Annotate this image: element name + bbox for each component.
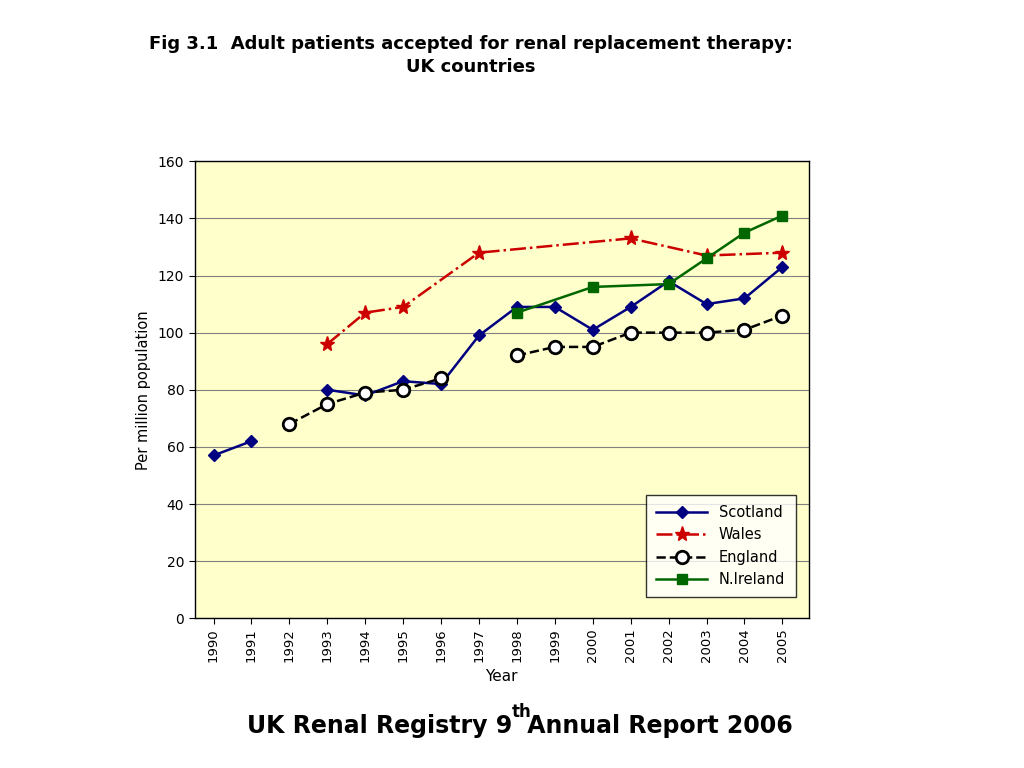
- X-axis label: Year: Year: [485, 670, 518, 684]
- England: [435, 374, 447, 383]
- Wales: [776, 248, 788, 257]
- Legend: Scotland, Wales, England, N.Ireland: Scotland, Wales, England, N.Ireland: [646, 495, 796, 598]
- Line: England: England: [283, 372, 447, 430]
- England: [322, 399, 334, 409]
- England: [284, 419, 296, 429]
- Text: Annual Report 2006: Annual Report 2006: [519, 713, 793, 738]
- Wales: [625, 233, 637, 243]
- N.Ireland: [700, 253, 713, 263]
- Y-axis label: Per million population: Per million population: [136, 310, 151, 469]
- Text: UK countries: UK countries: [407, 58, 536, 75]
- Text: Fig 3.1  Adult patients accepted for renal replacement therapy:: Fig 3.1 Adult patients accepted for rena…: [150, 35, 793, 52]
- Line: Scotland: Scotland: [209, 437, 256, 459]
- N.Ireland: [776, 211, 788, 220]
- Scotland: [208, 451, 220, 460]
- Wales: [322, 339, 334, 349]
- Wales: [700, 251, 713, 260]
- Wales: [397, 303, 410, 312]
- Text: UK Renal Registry 9: UK Renal Registry 9: [247, 713, 512, 738]
- N.Ireland: [587, 283, 599, 292]
- England: [397, 386, 410, 395]
- Wales: [359, 308, 372, 317]
- Wales: [473, 248, 485, 257]
- N.Ireland: [511, 308, 523, 317]
- N.Ireland: [738, 228, 751, 237]
- Text: th: th: [512, 703, 531, 721]
- Line: N.Ireland: N.Ireland: [512, 210, 787, 317]
- N.Ireland: [663, 280, 675, 289]
- England: [359, 388, 372, 397]
- Scotland: [246, 436, 258, 445]
- Line: Wales: Wales: [319, 230, 791, 352]
